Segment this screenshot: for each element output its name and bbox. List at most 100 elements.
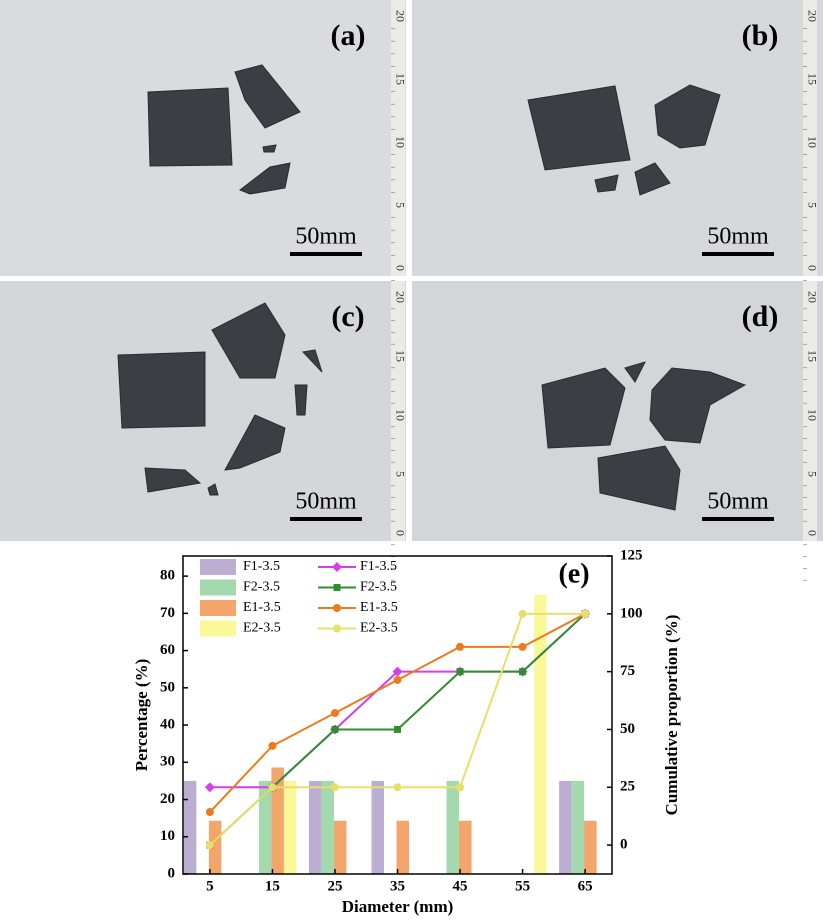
- marker: [331, 725, 339, 733]
- marker: [268, 741, 277, 750]
- marker: [330, 709, 339, 718]
- rock: [207, 483, 219, 496]
- legend-label: E1-3.5: [360, 600, 398, 615]
- y-axis-label: Percentage (%): [132, 659, 151, 772]
- chart-title: (e): [558, 558, 589, 589]
- panel-label: (a): [331, 19, 366, 52]
- bar: [208, 820, 222, 874]
- ruler: [391, 0, 405, 276]
- rock: [144, 467, 202, 493]
- bar: [571, 780, 585, 874]
- marker: [456, 642, 465, 651]
- rock: [597, 445, 681, 511]
- scale-label: 50mm: [707, 489, 769, 515]
- ruler-label: 0: [393, 265, 407, 271]
- ruler-label: 5: [393, 471, 407, 477]
- y-tick-label: 30: [160, 754, 175, 770]
- scale-bar: [290, 517, 362, 521]
- y-tick-label: 50: [160, 679, 175, 695]
- ruler-label: 0: [805, 530, 819, 536]
- ruler-label: 20: [805, 291, 819, 303]
- ruler-label: 5: [805, 202, 819, 208]
- y-tick-label: 60: [160, 642, 175, 658]
- rock: [527, 85, 631, 171]
- rock: [234, 64, 301, 129]
- ruler-label: 10: [393, 136, 407, 148]
- marker: [332, 562, 342, 572]
- legend-label: F1-3.5: [243, 559, 280, 574]
- marker: [393, 675, 402, 684]
- y2-tick-label: 25: [620, 779, 635, 795]
- y2-tick-label: 75: [620, 663, 635, 679]
- x-tick-label: 65: [578, 878, 593, 894]
- legend-label: E1-3.5: [243, 600, 281, 615]
- bar: [258, 780, 272, 874]
- rock: [117, 351, 206, 429]
- ruler-label: 0: [393, 530, 407, 536]
- panel-label: (c): [331, 300, 364, 333]
- legend-swatch: [200, 620, 236, 637]
- y2-tick-label: 0: [620, 837, 628, 853]
- y-tick-label: 0: [168, 865, 176, 881]
- bar: [321, 780, 334, 874]
- ruler-label: 15: [393, 350, 407, 362]
- x-tick-label: 5: [206, 878, 214, 894]
- y2-tick-label: 50: [620, 721, 635, 737]
- rock: [301, 349, 323, 373]
- ruler-label: 10: [805, 136, 819, 148]
- rock: [224, 414, 286, 471]
- marker: [205, 808, 214, 817]
- marker: [519, 668, 527, 676]
- marker: [581, 609, 590, 618]
- bar: [446, 780, 460, 874]
- y2-axis-label: Cumulative proportion (%): [662, 615, 681, 816]
- rock: [147, 87, 233, 167]
- legend-swatch: [200, 559, 236, 575]
- panel-label: (b): [742, 19, 779, 52]
- x-tick-label: 25: [327, 878, 342, 894]
- marker: [204, 782, 215, 793]
- rock: [634, 162, 671, 196]
- y-tick-label: 70: [160, 605, 175, 621]
- rock: [541, 367, 626, 449]
- panel-label: (d): [742, 300, 779, 333]
- rocks: [117, 64, 747, 511]
- x-tick-label: 55: [515, 878, 530, 894]
- legend-label: F1-3.5: [360, 559, 397, 574]
- bar: [396, 820, 409, 874]
- rock: [211, 302, 286, 379]
- x-tick-label: 45: [453, 878, 468, 894]
- y-tick-label: 10: [160, 828, 175, 844]
- scale-bar: [702, 517, 774, 521]
- rock: [654, 84, 721, 149]
- bar: [183, 780, 197, 874]
- x-axis-label: Diameter (mm): [342, 897, 454, 916]
- y2-tick-label: 100: [620, 605, 643, 621]
- bar: [371, 780, 384, 874]
- line: [209, 613, 586, 789]
- legend-label: E2-3.5: [360, 621, 398, 636]
- marker: [333, 624, 341, 633]
- ruler-label: 5: [805, 471, 819, 477]
- y-tick-label: 80: [160, 568, 175, 584]
- marker: [392, 666, 403, 677]
- marker: [456, 668, 464, 676]
- bar: [333, 820, 347, 874]
- legend-swatch: [200, 600, 236, 616]
- scale-bar: [702, 252, 774, 256]
- marker: [205, 841, 214, 850]
- ruler-label: 20: [393, 291, 407, 303]
- marker: [518, 642, 527, 651]
- marker: [333, 584, 341, 591]
- legend-swatch: [200, 579, 236, 596]
- rock: [624, 361, 646, 383]
- y-tick-label: 20: [160, 791, 175, 807]
- scale-label: 50mm: [295, 224, 357, 250]
- y-tick-label: 40: [160, 716, 175, 732]
- bar: [283, 780, 297, 874]
- rock: [294, 384, 308, 416]
- ruler-label: 10: [393, 409, 407, 421]
- rock: [594, 174, 619, 193]
- marker: [330, 783, 339, 792]
